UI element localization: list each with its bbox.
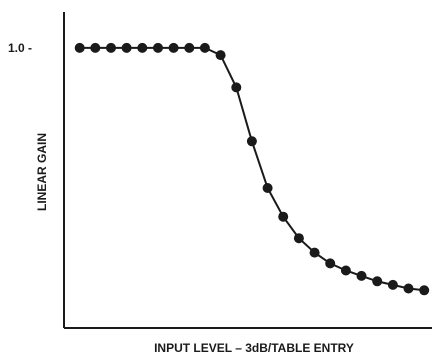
x-axis-label: INPUT LEVEL – 3dB/TABLE ENTRY — [154, 341, 354, 355]
data-point — [74, 42, 85, 53]
data-point — [356, 270, 367, 281]
data-point — [387, 279, 398, 290]
data-point — [293, 233, 304, 244]
data-point — [121, 42, 132, 53]
data-point — [419, 285, 430, 296]
data-point — [403, 283, 414, 294]
data-point — [168, 42, 179, 53]
y-ticks: 1.0 - — [8, 41, 32, 55]
y-tick-label: 1.0 - — [8, 41, 32, 55]
data-point — [231, 82, 242, 93]
data-point — [199, 42, 210, 53]
series-points — [74, 42, 430, 296]
data-point — [137, 42, 148, 53]
series-line — [79, 46, 425, 292]
y-axis-label: LINEAR GAIN — [35, 133, 49, 211]
data-point — [246, 136, 257, 147]
data-point — [340, 265, 351, 276]
data-point — [325, 258, 336, 269]
data-point — [153, 42, 163, 53]
data-point — [215, 50, 226, 61]
data-point — [309, 247, 320, 258]
data-point — [372, 276, 383, 287]
data-point — [106, 42, 116, 53]
data-point — [90, 42, 101, 53]
data-point — [262, 183, 273, 193]
data-point — [278, 211, 289, 222]
data-point — [184, 42, 195, 53]
